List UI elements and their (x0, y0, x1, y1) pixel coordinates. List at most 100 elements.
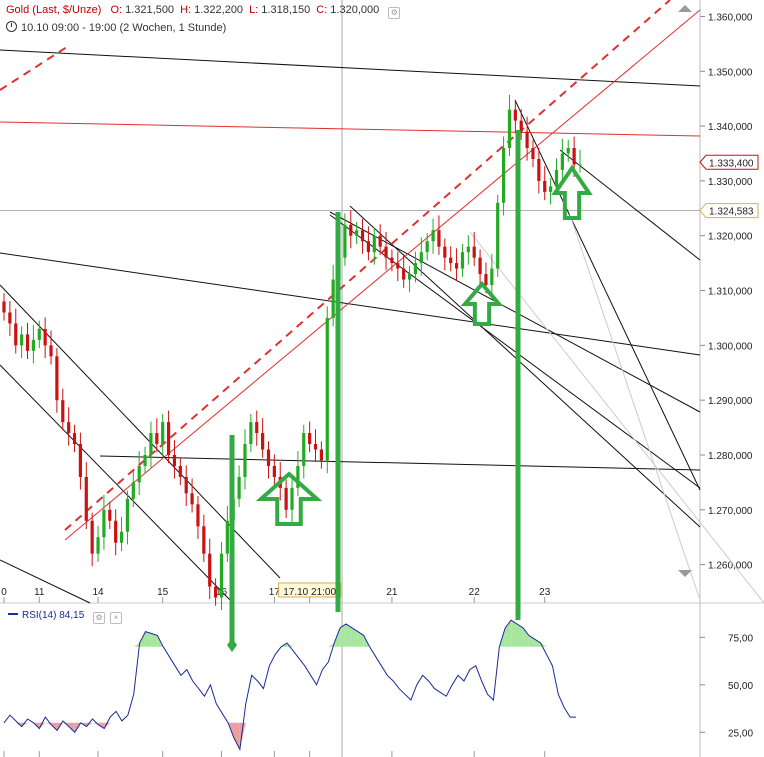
candle-body (496, 202, 500, 269)
rsi-overbought-fill (151, 633, 158, 647)
candle-body (125, 498, 130, 532)
candle-body (501, 148, 506, 203)
candle-body (319, 449, 323, 461)
trendline-faint (569, 214, 701, 601)
rsi-overbought-fill (505, 620, 512, 647)
rsi-overbought-fill (133, 643, 140, 647)
candle-body (537, 158, 541, 181)
rsi-legend-line (8, 613, 18, 615)
price-tick-label: 1.260,000 (708, 561, 753, 572)
candle-body (208, 553, 212, 587)
candle-body (454, 263, 459, 269)
price-tick-label: 1.320,000 (708, 232, 753, 243)
rsi-tick-label: 25,00 (728, 728, 753, 739)
scroll-down-icon[interactable] (678, 570, 692, 577)
candle-body (466, 246, 470, 253)
candle-body (255, 422, 259, 434)
candle-body (449, 257, 453, 264)
candle-body (49, 345, 53, 357)
candle-body (37, 328, 41, 340)
rsi-close-icon[interactable]: × (109, 612, 122, 624)
marked-price-tag (699, 154, 759, 170)
candle-body (202, 526, 206, 554)
candle-body (407, 274, 412, 280)
chart-header: Gold (Last, $/Unze) O: 1.321,500 H: 1.322… (6, 4, 401, 19)
candle-body (431, 230, 435, 242)
trendline (349, 205, 701, 528)
rsi-value: 84,15 (59, 610, 85, 621)
marked-price-tag (699, 203, 759, 219)
rsi-overbought-fill (287, 643, 293, 647)
rsi-oversold-fill (104, 722, 111, 729)
rsi-overbought-fill (340, 624, 347, 647)
candle-body (331, 279, 335, 318)
price-tick-label: 1.300,000 (708, 341, 753, 352)
candle-body (390, 257, 394, 264)
candle-body (525, 131, 529, 149)
price-tick-label: 1.280,000 (708, 451, 753, 462)
price-tick-label: 1.360,000 (708, 12, 753, 23)
candle-body (237, 476, 241, 499)
instrument-title: Gold (Last, $/Unze) (6, 4, 102, 16)
candle-body (419, 252, 423, 264)
candle-body (325, 317, 329, 461)
candle-body (8, 312, 12, 324)
candle-body (55, 356, 59, 401)
candle-body (131, 482, 135, 499)
price-tick-label: 1.350,000 (708, 67, 753, 78)
time-tick-label: 21 (386, 587, 398, 598)
time-tick-label: 17.10 21:00 (283, 587, 336, 598)
time-tick-label: 23 (539, 587, 551, 598)
candle-body (566, 148, 570, 154)
candle-body (20, 334, 24, 346)
price-tick-label: 1.290,000 (708, 396, 753, 407)
ohlc-item: H: 1.322,200 (180, 4, 244, 16)
candle-body (443, 246, 447, 258)
scroll-up-icon[interactable] (678, 5, 692, 12)
candle-body (355, 230, 359, 236)
settings-icon[interactable]: ⚙ (388, 7, 401, 19)
green-marker-diamond (227, 638, 237, 652)
candle-body (360, 230, 365, 242)
time-tick-label: 17 (269, 587, 281, 598)
candle-body (507, 109, 512, 149)
rsi-overbought-fill (357, 631, 364, 647)
trendline (0, 252, 701, 356)
green-up-arrow (255, 471, 323, 526)
ohlc-readout: O: 1.321,500 H: 1.322,200 L: 1.318,150 C: 1… (104, 4, 379, 16)
candle-body (296, 465, 300, 488)
ohlc-item: L: 1.318,150 (249, 4, 311, 16)
rsi-overbought-fill (528, 635, 535, 647)
candle-body (490, 268, 494, 286)
candle-body (313, 444, 318, 450)
green-up-arrow (460, 280, 504, 326)
marked-price-label: 1.333,400 (709, 158, 754, 169)
rsi-header: RSI(14) 84,15 ⚙ × (8, 610, 122, 624)
candle-body (31, 339, 35, 351)
candle-body (161, 422, 165, 445)
candle-body (249, 422, 253, 445)
price-tick-label: 1.340,000 (708, 122, 753, 133)
candle-body (143, 454, 147, 466)
trendline (0, 284, 281, 579)
candle-body (513, 109, 517, 121)
rsi-overbought-fill (511, 620, 518, 647)
candle-body (531, 148, 535, 159)
candle-body (114, 520, 118, 543)
green-up-arrow (551, 164, 593, 220)
candle-body (78, 444, 83, 477)
rsi-oversold-fill (239, 722, 246, 750)
candle-body (413, 263, 418, 275)
candle-body (578, 164, 582, 166)
candle-body (25, 334, 30, 351)
rsi-settings-icon[interactable]: ⚙ (93, 612, 106, 624)
rsi-oversold-fill (233, 722, 240, 750)
rsi-oversold-fill (39, 722, 46, 729)
candle-body (402, 268, 406, 280)
candle-body (67, 422, 71, 434)
ohlc-item: O: 1.321,500 (110, 4, 175, 16)
candle-body (219, 553, 224, 598)
candle-body (302, 433, 306, 466)
